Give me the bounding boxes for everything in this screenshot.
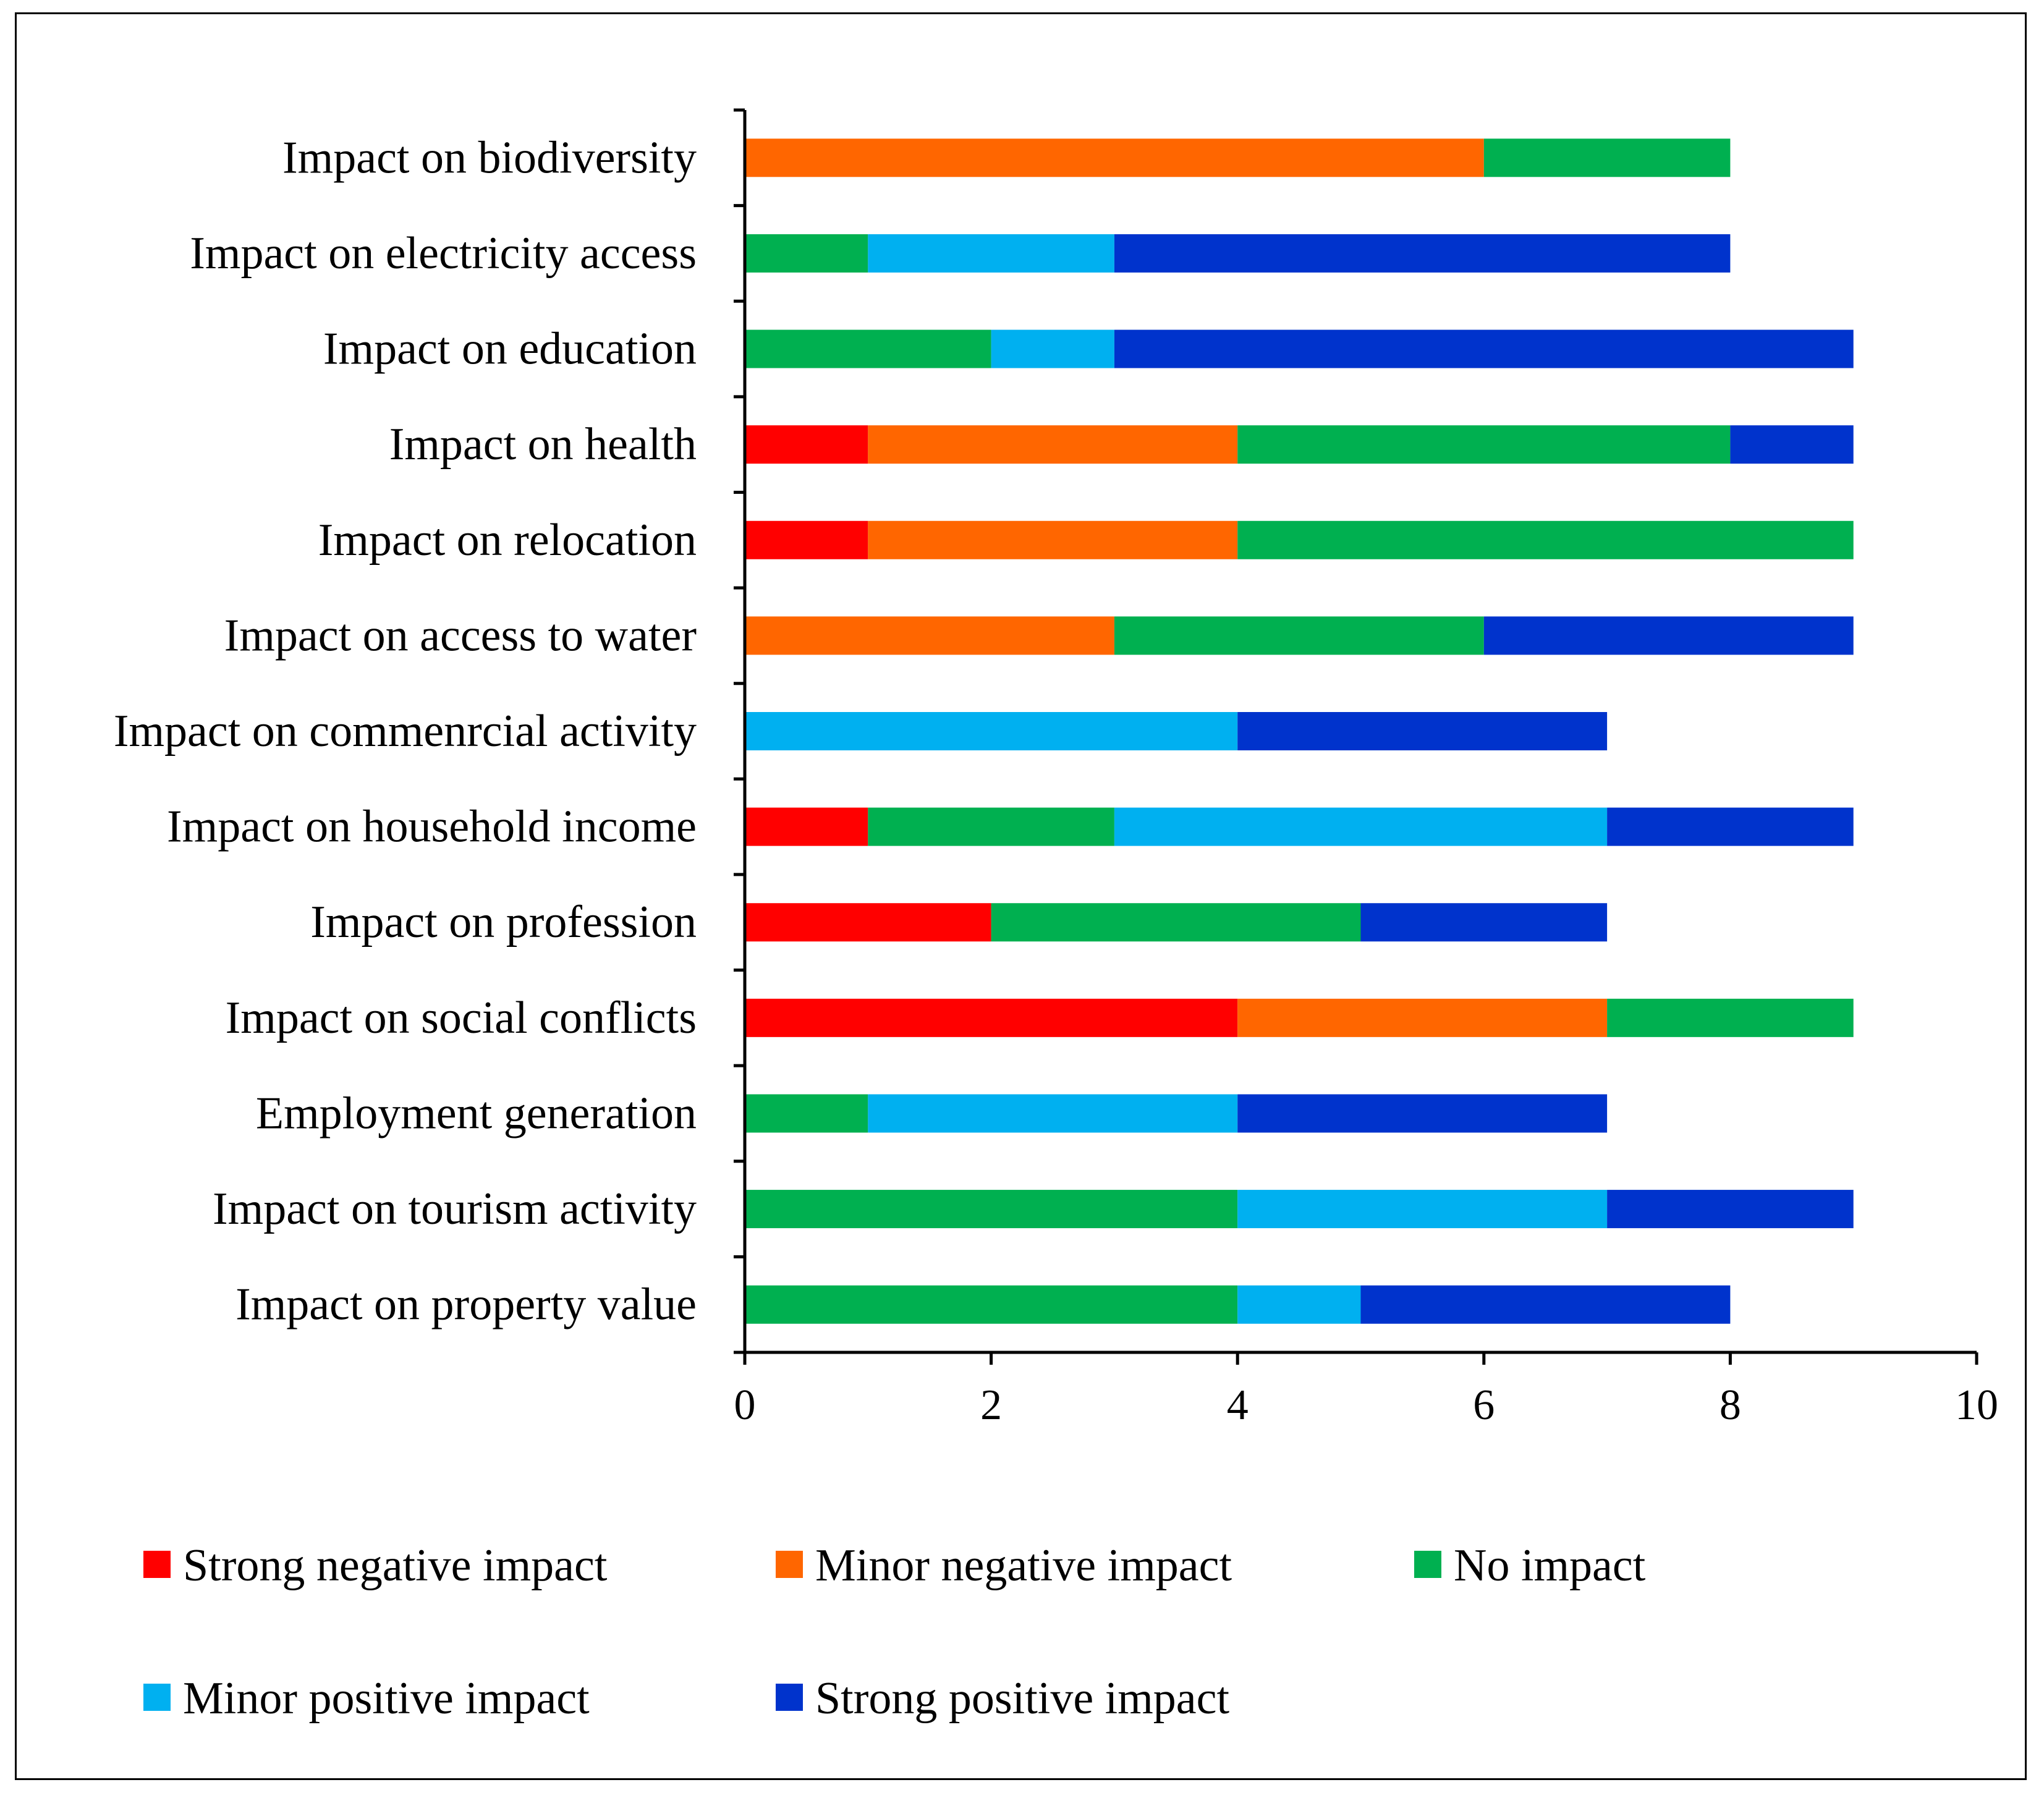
legend-label-minor-positive-impact: Minor positive impact <box>183 1673 590 1724</box>
legend-label-strong-negative-impact: Strong negative impact <box>183 1540 608 1591</box>
bar-impact-on-tourism-activity-strong-positive-impact <box>1607 1190 1854 1229</box>
bar-impact-on-social-conflicts-no-impact <box>1607 998 1854 1037</box>
bar-impact-on-profession-strong-positive-impact <box>1360 903 1608 942</box>
legend-label-minor-negative-impact: Minor negative impact <box>815 1540 1232 1591</box>
legend-label-strong-positive-impact: Strong positive impact <box>815 1673 1229 1724</box>
category-label-impact-on-property-value: Impact on property value <box>235 1279 697 1330</box>
bar-impact-on-property-value-no-impact <box>745 1285 1238 1324</box>
bar-impact-on-tourism-activity-minor-positive-impact <box>1237 1190 1608 1229</box>
bar-impact-on-access-to-water-minor-negative-impact <box>745 616 1114 655</box>
bar-impact-on-household-income-strong-positive-impact <box>1607 807 1854 846</box>
bar-impact-on-tourism-activity-no-impact <box>745 1190 1238 1229</box>
category-label-impact-on-social-conflicts: Impact on social conflicts <box>226 993 697 1043</box>
x-tick-label: 6 <box>1473 1381 1495 1429</box>
bar-impact-on-commenrcial-activity-minor-positive-impact <box>745 712 1238 750</box>
category-label-impact-on-electricity-access: Impact on electricity access <box>190 228 697 279</box>
legend-swatch-no-impact <box>1414 1551 1441 1578</box>
legend-swatch-strong-positive-impact <box>776 1684 803 1711</box>
bar-impact-on-profession-strong-negative-impact <box>745 903 991 942</box>
x-tick-label: 2 <box>980 1381 1002 1429</box>
chart-frame <box>15 12 2027 1780</box>
bar-employment-generation-strong-positive-impact <box>1237 1094 1608 1133</box>
bar-impact-on-health-strong-positive-impact <box>1730 425 1854 464</box>
bar-impact-on-social-conflicts-strong-negative-impact <box>745 998 1238 1037</box>
x-tick-label: 8 <box>1720 1381 1741 1429</box>
category-label-impact-on-health: Impact on health <box>389 419 697 470</box>
bar-impact-on-property-value-strong-positive-impact <box>1360 1285 1731 1324</box>
bar-employment-generation-no-impact <box>745 1094 868 1133</box>
bar-impact-on-biodiversity-no-impact <box>1483 138 1731 177</box>
bar-impact-on-electricity-access-strong-positive-impact <box>1114 234 1731 273</box>
bar-impact-on-health-no-impact <box>1237 425 1731 464</box>
bar-impact-on-electricity-access-no-impact <box>745 234 868 273</box>
x-tick-label: 10 <box>1955 1381 1998 1429</box>
bar-impact-on-health-minor-negative-impact <box>868 425 1238 464</box>
category-label-impact-on-access-to-water: Impact on access to water <box>224 610 697 661</box>
legend-swatch-minor-positive-impact <box>143 1684 171 1711</box>
category-label-impact-on-biodiversity: Impact on biodiversity <box>282 132 697 183</box>
bar-impact-on-access-to-water-strong-positive-impact <box>1483 616 1854 655</box>
bar-impact-on-household-income-minor-positive-impact <box>1114 807 1608 846</box>
bar-impact-on-relocation-no-impact <box>1237 520 1854 559</box>
legend-label-no-impact: No impact <box>1454 1540 1646 1591</box>
bar-impact-on-education-strong-positive-impact <box>1114 329 1854 368</box>
category-label-impact-on-commenrcial-activity: Impact on commenrcial activity <box>114 706 697 757</box>
x-tick-label: 4 <box>1227 1381 1249 1429</box>
category-label-impact-on-household-income: Impact on household income <box>167 802 697 852</box>
bar-impact-on-biodiversity-minor-negative-impact <box>745 138 1484 177</box>
category-label-impact-on-profession: Impact on profession <box>310 897 697 948</box>
legend-swatch-minor-negative-impact <box>776 1551 803 1578</box>
bar-impact-on-electricity-access-minor-positive-impact <box>868 234 1114 273</box>
bar-impact-on-profession-no-impact <box>991 903 1361 942</box>
bar-impact-on-commenrcial-activity-strong-positive-impact <box>1237 712 1608 750</box>
bar-impact-on-access-to-water-no-impact <box>1114 616 1484 655</box>
bar-impact-on-property-value-minor-positive-impact <box>1237 1285 1361 1324</box>
bar-impact-on-education-minor-positive-impact <box>991 329 1114 368</box>
category-label-impact-on-education: Impact on education <box>323 324 697 375</box>
bar-impact-on-social-conflicts-minor-negative-impact <box>1237 998 1608 1037</box>
category-label-impact-on-tourism-activity: Impact on tourism activity <box>213 1184 697 1234</box>
bar-impact-on-household-income-no-impact <box>868 807 1114 846</box>
bar-impact-on-education-no-impact <box>745 329 991 368</box>
bar-impact-on-household-income-strong-negative-impact <box>745 807 868 846</box>
legend-swatch-strong-negative-impact <box>143 1551 171 1578</box>
bar-impact-on-relocation-minor-negative-impact <box>868 520 1238 559</box>
x-tick-label: 0 <box>734 1381 756 1429</box>
category-label-employment-generation: Employment generation <box>256 1088 697 1139</box>
bar-impact-on-relocation-strong-negative-impact <box>745 520 868 559</box>
bar-impact-on-health-strong-negative-impact <box>745 425 868 464</box>
bar-employment-generation-minor-positive-impact <box>868 1094 1238 1133</box>
category-label-impact-on-relocation: Impact on relocation <box>318 515 697 566</box>
